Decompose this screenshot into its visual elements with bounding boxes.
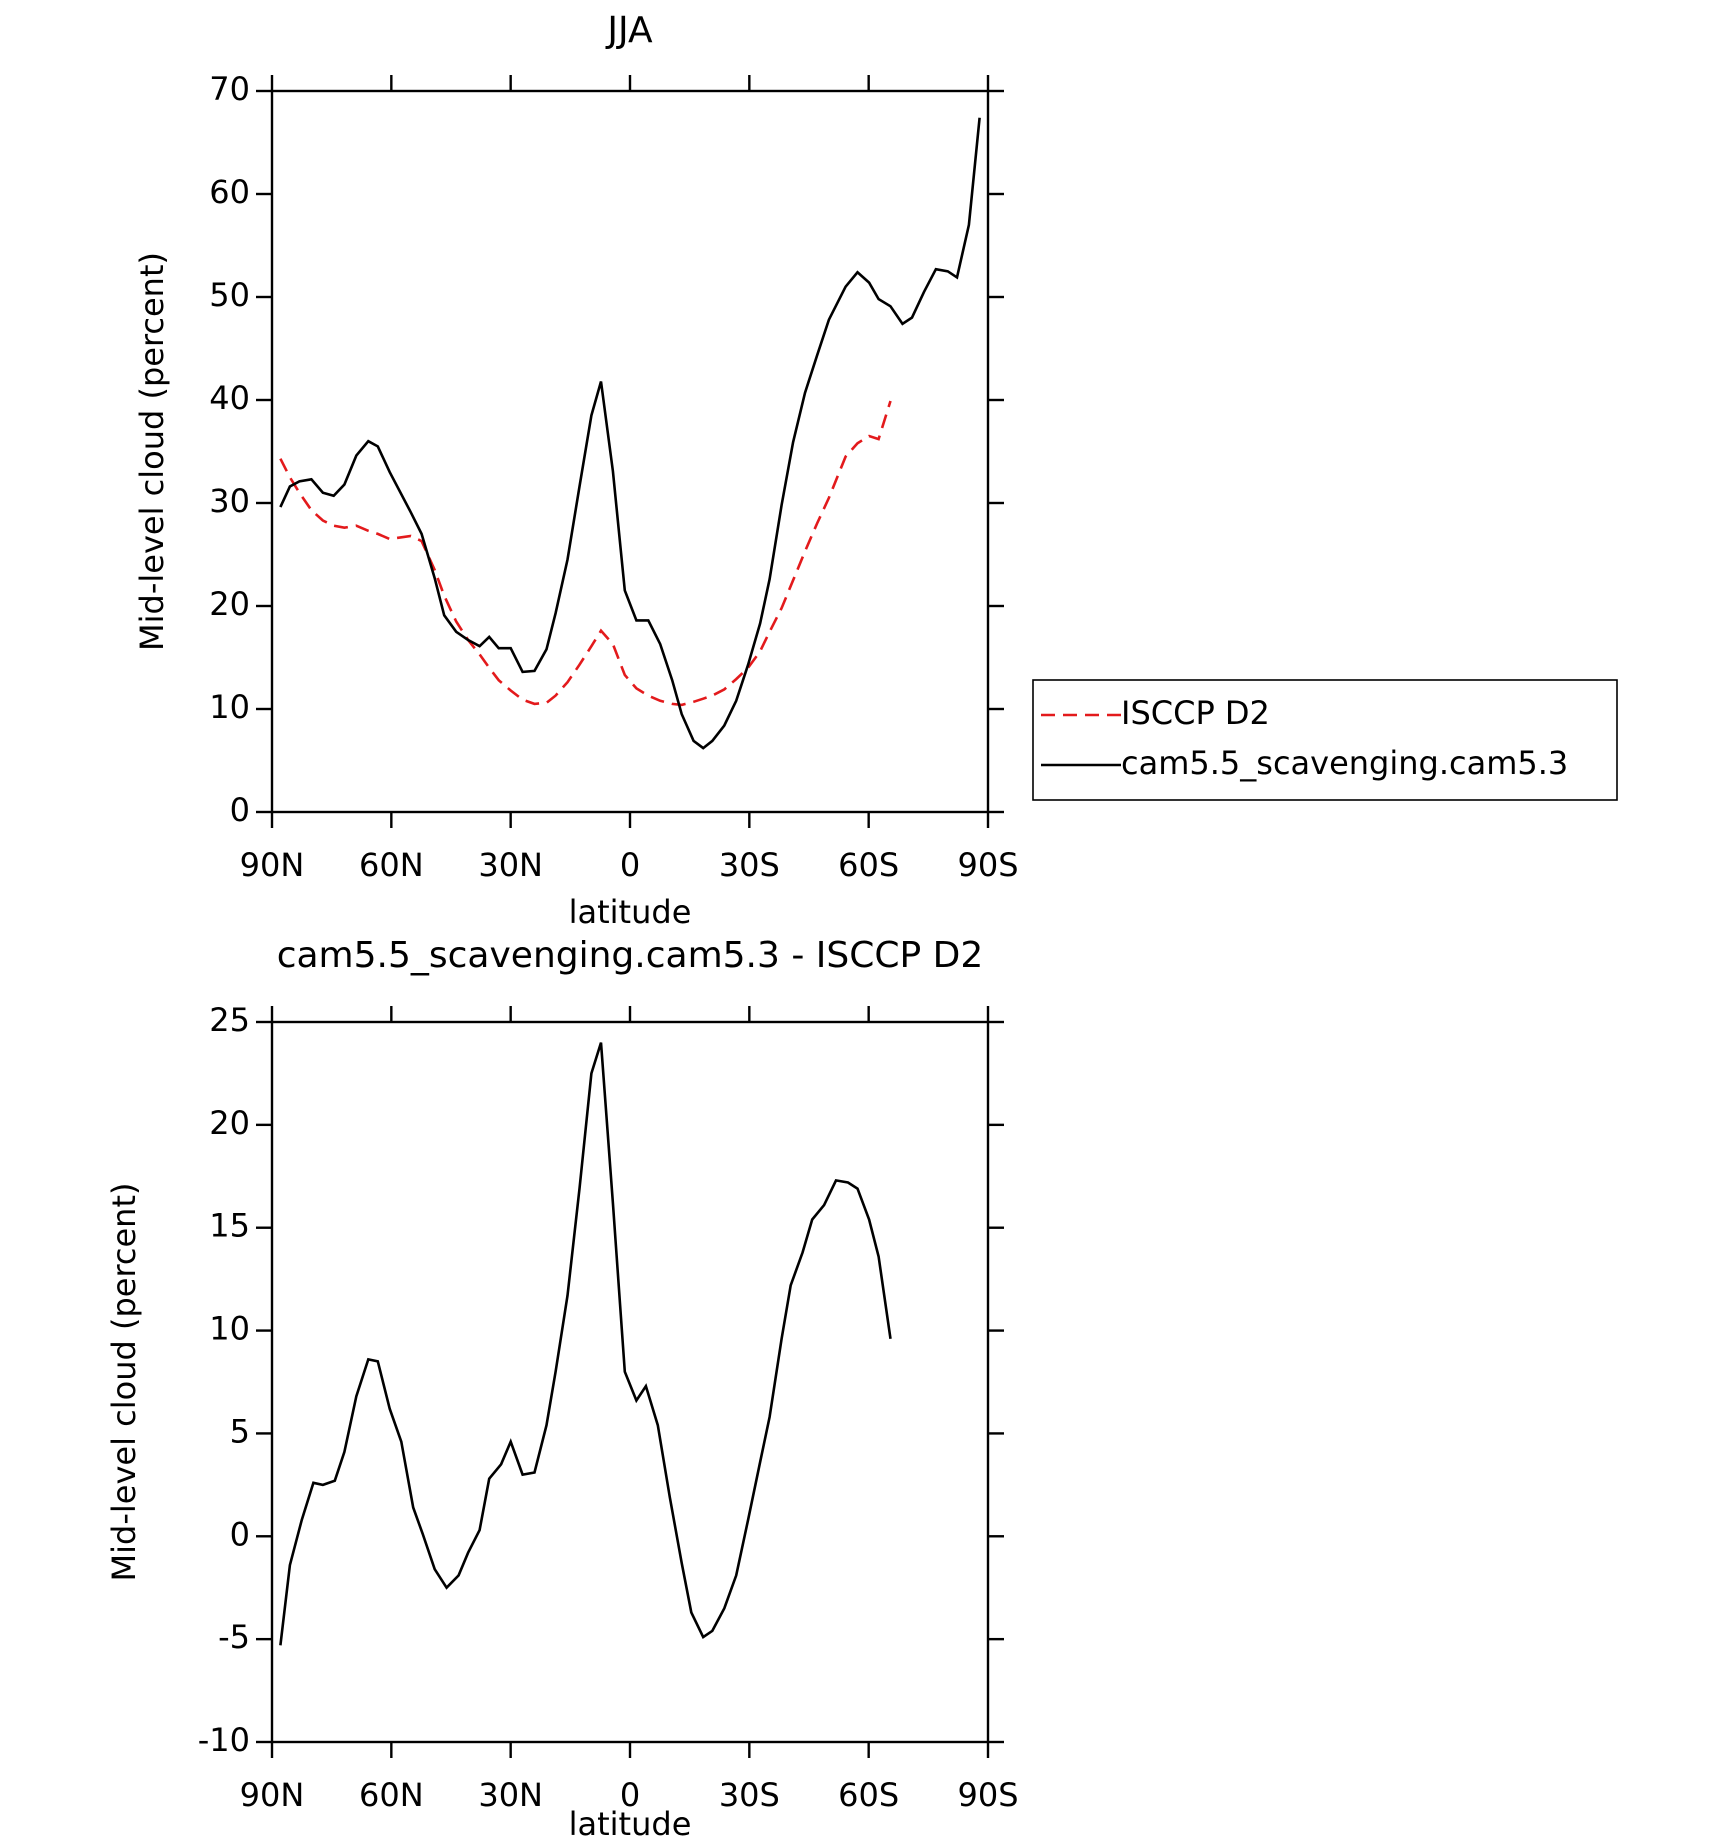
line-series xyxy=(279,1042,892,1646)
x-tick-label: 90S xyxy=(957,1776,1018,1814)
y-tick-label: 30 xyxy=(209,482,250,520)
y-tick-label: 15 xyxy=(209,1207,250,1245)
y-tick-label: 70 xyxy=(209,70,250,108)
x-tick-label: 0 xyxy=(620,1776,640,1814)
x-tick-label: 90S xyxy=(957,846,1018,884)
x-axis-label: latitude xyxy=(569,1805,692,1843)
legend-label: cam5.5_scavenging.cam5.3 xyxy=(1121,744,1568,782)
x-tick-label: 90N xyxy=(240,1776,305,1814)
line-series xyxy=(279,400,892,707)
x-tick-label: 30N xyxy=(478,1776,543,1814)
x-tick-label: 30N xyxy=(478,846,543,884)
x-tick-label: 60S xyxy=(838,846,899,884)
x-tick-label: 60N xyxy=(359,846,424,884)
x-tick-label: 30S xyxy=(719,1776,780,1814)
plot-frame xyxy=(270,1020,990,1744)
y-tick-label: 50 xyxy=(209,276,250,314)
y-tick-label: 0 xyxy=(230,1515,250,1553)
line-series xyxy=(279,117,981,750)
y-axis-label: Mid-level cloud (percent) xyxy=(133,252,171,651)
y-tick-label: -10 xyxy=(198,1721,250,1759)
x-tick-label: 0 xyxy=(620,846,640,884)
y-tick-label: 60 xyxy=(209,173,250,211)
x-tick-label: 90N xyxy=(240,846,305,884)
y-tick-label: -5 xyxy=(218,1618,250,1656)
y-tick-label: 40 xyxy=(209,379,250,417)
y-tick-label: 20 xyxy=(209,1104,250,1142)
x-tick-label: 60N xyxy=(359,1776,424,1814)
x-axis-label: latitude xyxy=(569,893,692,931)
y-tick-label: 5 xyxy=(230,1412,250,1450)
plot-frame xyxy=(270,89,990,814)
x-tick-label: 30S xyxy=(719,846,780,884)
y-axis-label: Mid-level cloud (percent) xyxy=(105,1183,143,1582)
chart-title: JJA xyxy=(605,10,653,51)
y-tick-label: 10 xyxy=(209,688,250,726)
chart-title: cam5.5_scavenging.cam5.3 - ISCCP D2 xyxy=(277,935,984,976)
y-tick-label: 0 xyxy=(230,791,250,829)
y-tick-label: 25 xyxy=(209,1001,250,1039)
y-tick-label: 10 xyxy=(209,1310,250,1348)
legend-box xyxy=(1032,679,1618,801)
y-tick-label: 20 xyxy=(209,585,250,623)
x-tick-label: 60S xyxy=(838,1776,899,1814)
legend-label: ISCCP D2 xyxy=(1121,694,1270,732)
